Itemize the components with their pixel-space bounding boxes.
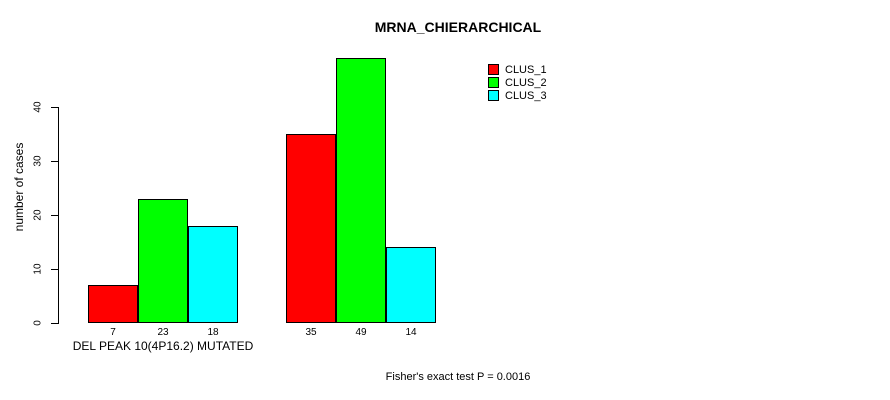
legend-swatch-clus_1: [488, 64, 499, 75]
legend-label-clus_1: CLUS_1: [505, 63, 547, 76]
y-axis-tick-label: 20: [32, 209, 44, 221]
legend-item-clus_1: CLUS_1: [488, 63, 547, 76]
bar-value-label-clus_1-group-1: 7: [110, 327, 116, 338]
legend: CLUS_1 CLUS_2 CLUS_3: [488, 63, 547, 102]
legend-label-clus_2: CLUS_2: [505, 76, 547, 89]
bar-clus_1-group-2: [286, 134, 336, 323]
bar-clus_1-group-1: [88, 285, 138, 323]
y-axis-tick: [51, 323, 58, 324]
bar-value-label-clus_2-group-2: 49: [355, 327, 367, 338]
y-axis-tick-label: 0: [32, 320, 44, 326]
bar-value-label-clus_1-group-2: 35: [305, 327, 317, 338]
legend-swatch-clus_3: [488, 90, 499, 101]
legend-swatch-clus_2: [488, 77, 499, 88]
y-axis-tick-label: 30: [32, 155, 44, 167]
bar-value-label-clus_3-group-2: 14: [405, 327, 417, 338]
y-axis-tick-label: 40: [32, 101, 44, 113]
fisher-test-annotation: Fisher's exact test P = 0.0016: [385, 371, 531, 383]
y-axis-tick: [51, 269, 58, 270]
bar-clus_3-group-1: [188, 226, 238, 323]
bar-clus_3-group-2: [386, 247, 436, 323]
bar-value-label-clus_3-group-1: 18: [207, 327, 219, 338]
chart-title: MRNA_CHIERARCHICAL: [374, 19, 542, 35]
bar-value-label-clus_2-group-1: 23: [157, 327, 169, 338]
y-axis-line: [58, 107, 59, 324]
bar-clus_2-group-1: [138, 199, 188, 323]
bar-clus_2-group-2: [336, 58, 386, 323]
y-axis-tick: [51, 215, 58, 216]
y-axis-tick: [51, 107, 58, 108]
legend-item-clus_3: CLUS_3: [488, 89, 547, 102]
x-group-label: DEL PEAK 10(4P16.2) MUTATED: [72, 339, 254, 353]
legend-item-clus_2: CLUS_2: [488, 76, 547, 89]
y-axis-label: number of cases: [12, 142, 26, 232]
y-axis-tick: [51, 161, 58, 162]
legend-label-clus_3: CLUS_3: [505, 89, 547, 102]
y-axis-tick-label: 10: [32, 263, 44, 275]
